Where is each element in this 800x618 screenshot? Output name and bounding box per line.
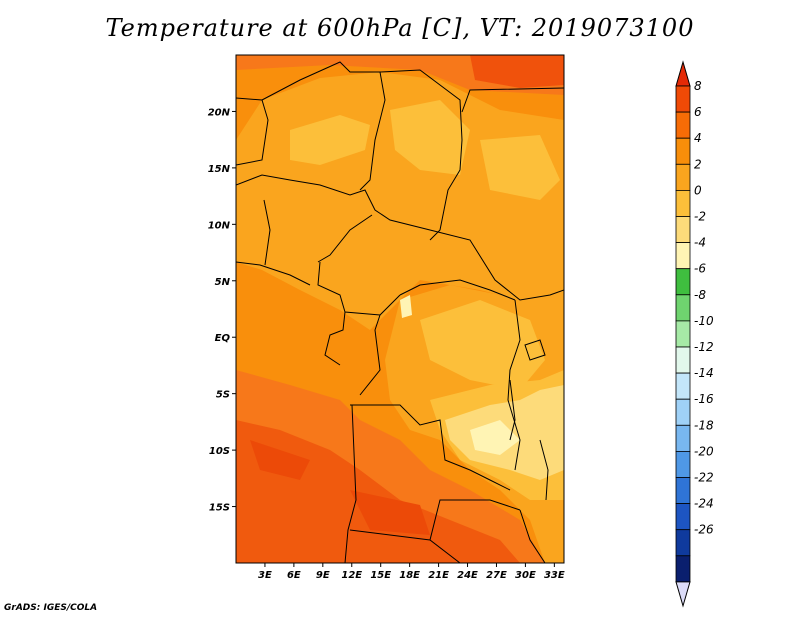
lon-tick-label: 9E — [316, 570, 330, 581]
colorbar-label: -18 — [694, 418, 714, 432]
lon-tick-label: 30E — [515, 570, 536, 581]
colorbar-swatch — [675, 189, 691, 217]
colorbar-label: -8 — [694, 288, 706, 302]
colorbar-label: -14 — [694, 366, 714, 380]
map-frame — [235, 54, 565, 564]
lat-tick-label: 5S — [216, 390, 230, 401]
colorbar-swatch — [675, 216, 691, 244]
longitude-axis: 3E 6E 9E 12E 15E 18E 21E 24E 27E 30E 33E — [258, 563, 565, 581]
colorbar: 8 6 4 2 0 -2 -4 -6 -8 -10 -12 -14 -16 -18 -20 -22 -24 -26 — [675, 60, 714, 608]
lon-tick-label: 3E — [258, 570, 272, 581]
colorbar-label: 0 — [694, 183, 702, 197]
lat-tick-label: 20N — [208, 107, 231, 118]
colorbar-label: -10 — [694, 314, 714, 328]
lon-tick-label: 15E — [370, 570, 391, 581]
credit-label: GrADS: IGES/COLA — [4, 603, 98, 613]
colorbar-label: 4 — [694, 131, 702, 145]
colorbar-swatch — [675, 424, 691, 452]
field-south-hot-core-a — [250, 440, 310, 480]
lat-tick-label: 10N — [208, 220, 231, 231]
colorbar-swatch — [675, 294, 691, 322]
colorbar-bottom-arrow — [675, 581, 691, 608]
colorbar-label: 2 — [694, 157, 702, 171]
colorbar-label: -12 — [694, 340, 714, 354]
colorbar-swatch — [675, 398, 691, 426]
colorbar-label: -2 — [694, 210, 706, 224]
colorbar-swatch — [675, 268, 691, 296]
lon-tick-label: 18E — [399, 570, 420, 581]
lon-tick-label: 27E — [486, 570, 507, 581]
colorbar-swatch — [675, 346, 691, 374]
colorbar-label: 8 — [694, 79, 702, 93]
chart-title: Temperature at 600hPa [C], VT: 201907310… — [105, 14, 695, 42]
colorbar-label: -24 — [694, 497, 714, 511]
colorbar-swatch — [675, 555, 691, 583]
lat-tick-label: EQ — [215, 333, 231, 344]
lat-tick-label: 5N — [215, 277, 231, 288]
colorbar-swatch — [675, 242, 691, 270]
latitude-axis: 20N 15N 10N 5N EQ 5S 10S 15S — [208, 107, 236, 514]
colorbar-swatch — [675, 529, 691, 557]
lon-tick-label: 33E — [544, 570, 565, 581]
field-northeast-hot — [470, 55, 564, 88]
lon-tick-label: 24E — [457, 570, 478, 581]
lon-tick-label: 12E — [341, 570, 362, 581]
field-south-hot — [236, 420, 520, 563]
colorbar-swatch — [675, 503, 691, 531]
colorbar-swatch — [675, 320, 691, 348]
lat-tick-label: 15N — [208, 164, 231, 175]
field-south-hot-core-b — [350, 490, 430, 535]
colorbar-swatch — [675, 111, 691, 139]
colorbar-swatch — [675, 372, 691, 400]
country-borders — [236, 61, 564, 563]
colorbar-label: -20 — [694, 444, 714, 458]
temperature-field — [236, 55, 564, 563]
lakes — [509, 339, 549, 501]
lon-tick-label: 6E — [287, 570, 301, 581]
colorbar-label: -4 — [694, 236, 706, 250]
field-patch-0to2-d — [420, 300, 545, 390]
colorbar-label: 6 — [694, 105, 702, 119]
colorbar-label: -6 — [694, 262, 706, 276]
colorbar-swatch — [675, 85, 691, 113]
colorbar-swatch — [675, 450, 691, 478]
lat-tick-label: 15S — [209, 503, 230, 514]
field-patch-m4tom2 — [470, 420, 520, 455]
field-patch-0to2-a — [290, 115, 370, 165]
colorbar-label: -16 — [694, 392, 714, 406]
colorbar-label: -22 — [694, 471, 714, 485]
field-patch-0to2-c — [480, 135, 560, 200]
lat-tick-label: 10S — [209, 446, 230, 457]
colorbar-top-arrow — [675, 60, 691, 87]
field-patch-0to2-b — [390, 100, 470, 175]
colorbar-swatch — [675, 137, 691, 165]
colorbar-swatch — [675, 163, 691, 191]
lon-tick-label: 21E — [428, 570, 449, 581]
field-patch-m4tom2-b — [400, 295, 412, 318]
colorbar-label: -26 — [694, 523, 714, 537]
colorbar-swatch — [675, 477, 691, 505]
